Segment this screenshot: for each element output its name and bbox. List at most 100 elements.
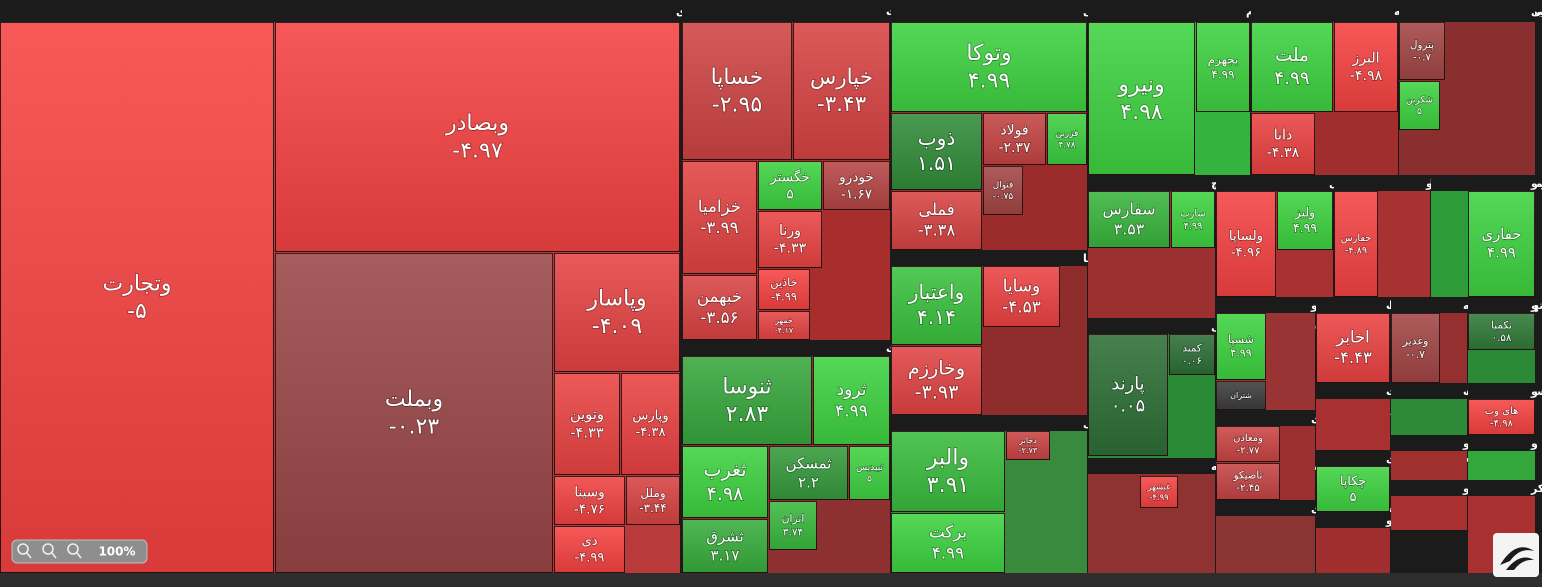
tile-shade [891,346,982,415]
tiles-layer: بانکها و موسسات اعتباریوتجارت-۵وبصادر-۴.… [0,0,1542,573]
tile-shade [1216,381,1266,410]
tile-shade [682,161,757,274]
zoom-reset-icon[interactable] [67,543,79,555]
tile-shade [275,253,553,573]
tile-label: وپاسار [586,286,646,311]
logo-mark [1500,547,1534,570]
zoom-out-icon[interactable] [42,543,54,555]
tile-value-label: -۲.۳۷ [998,140,1031,156]
tile-shade [1277,191,1333,250]
tile-value-label: -۴.۷۶ [574,501,605,517]
sector: فلزات اساسیوتوکا۴.۹۹ذوب۱.۵۱فولاد-۲.۳۷فزر… [891,0,1161,250]
tile-value-label: ۴.۹۹ [835,402,868,422]
tile-value-label: -۴.۴۳ [1334,348,1372,367]
tile-label: فنوال [993,181,1013,191]
tile-shade [1216,463,1280,500]
tile-shade [891,191,982,250]
sector-title-band [1334,175,1430,191]
tile-label: تاصیکو [1233,469,1263,481]
sector-title: ماشین آلات و [1530,298,1542,312]
sector-title-band [1399,0,1535,22]
tile-shade [769,501,817,550]
tile-value-label: -۴.۹۹ [1149,492,1169,502]
tile-label: وپارس [632,409,668,424]
sector-title-band [891,250,1087,266]
tile-shade [1169,334,1215,375]
zoom-in-icon[interactable] [17,543,29,555]
tile-value-label: -۴.۵۳ [1002,297,1041,317]
tile-label: خپارس [810,65,873,90]
tile-value-label: ۳.۵۳ [1114,219,1145,238]
tile-value-label: ۳.۱۷ [711,546,740,564]
sector: اطلاعات و های وب -۴.۹۸ [1468,383,1542,435]
tile-shade [1047,113,1087,165]
tile-label: ثغرب [703,458,746,481]
tile-value-label: -۲.۷۷ [1237,446,1261,457]
sector-title: فعالیتهای قند و شکر [1530,482,1542,495]
tile-shade [682,519,768,573]
tile-label: وتوین [570,406,604,423]
sector: مخابراتاخابر-۴.۴۳ [1316,297,1431,383]
tile-value-label: -۰.۲۳ [389,414,440,439]
tile-shade [891,513,1005,573]
tile-label: های وب [1485,406,1519,417]
tile-value-label: -۳.۵۶ [700,308,738,327]
tile-label: حفارس [1341,233,1372,244]
tile-value-label: -۴.۹۹ [575,550,605,565]
sector-title: محصولات شیمیایی [1531,5,1542,18]
sector-title: استخراج نفت گاز و [1530,177,1542,191]
tile-value-label: -۴.۸۹ [1345,245,1367,256]
tile-label: سارب [1180,209,1205,220]
tile-value-label: ۴.۹۹ [1293,220,1317,235]
tile-value-label: ۴.۹۸ [707,482,744,505]
tile-value-label: ۴.۹۸ [1120,100,1163,125]
tile-shade [1006,431,1050,460]
tile-shade [1468,399,1535,435]
tile-shade [1171,191,1215,248]
sector: سایر واسطه گریهای مالیولساپا-۴.۹۶ولیز۴.۹… [1216,175,1470,297]
tile-label: وسایا [1003,275,1040,295]
sector-title-band [1468,435,1535,451]
sector-title-band [1316,512,1390,528]
sector-title-band [682,0,890,22]
tile-label: والبر [926,445,969,470]
tile-label: ونیرو [1117,72,1164,97]
tile-shade [1216,426,1280,462]
tile-label: اتران [782,512,805,525]
tile-shade [891,431,1005,512]
tile-label: ثبیدیس [856,463,883,473]
sector: عرضه برق، گاز، بخارآب گرمونیرو۴.۹۸بجهرم۴… [1088,0,1398,175]
tile-value-label: ۵ [1350,490,1357,505]
tile-value-label: ۵ [786,186,793,202]
zoom-control[interactable]: 100% [11,539,148,564]
tile-shade [891,113,982,190]
tile-value-label: -۴.۳۸ [635,425,665,440]
sector-background [1088,458,1215,573]
sector-title-band [1431,175,1535,191]
tile-shade [682,356,812,445]
tile-shade [1251,22,1333,112]
zoom-out-handle [51,552,57,559]
tile-value-label: -۴.۳۸ [1267,145,1300,161]
tile-value-label: ۳.۹۱ [927,473,969,498]
sector-title-band [1216,500,1315,516]
tile-shade [1399,81,1440,130]
sector-title-band [1216,297,1315,313]
tile-label: وسینا [574,484,604,500]
tile-shade [554,526,625,573]
tile-shade [0,22,274,573]
tile-value-label: -۰.۷ [1413,53,1431,64]
tile-label: ثشرق [706,528,743,546]
tile-label: ولساپا [1229,229,1263,244]
tile-label: شتران [1230,391,1252,400]
tile-shade [682,446,768,518]
tile-shade [554,253,680,372]
zoom-panel [11,539,148,564]
tile-value-label: -۴.۳۳ [570,425,604,442]
tile-value-label: ۴.۱۴ [917,305,956,329]
sector: بانکها و موسسات اعتباریوتجارت-۵وبصادر-۴.… [0,0,816,573]
tile-label: برکت [929,523,967,542]
